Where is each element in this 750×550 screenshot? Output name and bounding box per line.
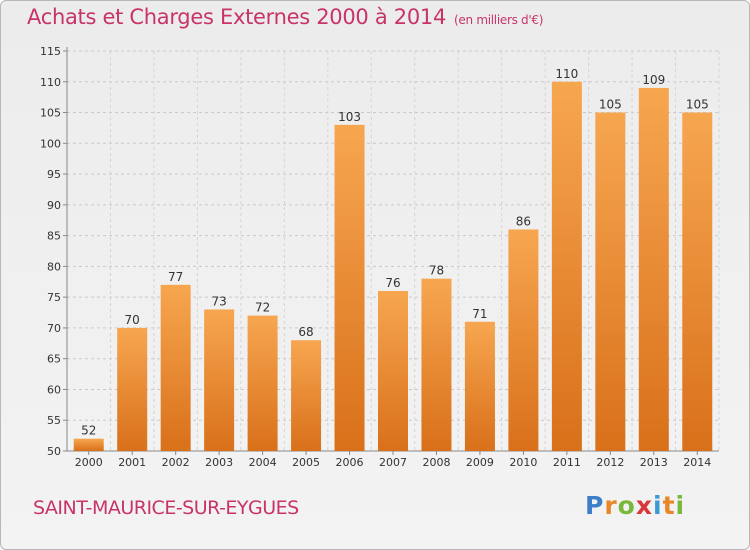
- x-tick-label: 2014: [683, 456, 711, 469]
- bar-value-label: 105: [599, 98, 622, 112]
- bar: [421, 278, 452, 451]
- bar: [73, 438, 104, 451]
- logo-letter: t: [662, 491, 676, 520]
- bar: [204, 309, 235, 451]
- y-tick-label: 100: [40, 137, 61, 150]
- logo-letter: o: [617, 491, 636, 520]
- x-tick-label: 2003: [205, 456, 233, 469]
- bar-value-label: 110: [555, 67, 578, 81]
- bar: [508, 229, 539, 451]
- bar: [247, 315, 278, 451]
- logo-letter: i: [653, 491, 663, 520]
- bar-value-label: 109: [642, 73, 665, 87]
- bar-value-label: 52: [81, 424, 96, 438]
- x-tick-label: 2001: [118, 456, 146, 469]
- y-tick-label: 85: [47, 230, 61, 243]
- bar: [595, 112, 626, 452]
- x-tick-label: 2009: [466, 456, 494, 469]
- logo-letter: P: [585, 491, 605, 520]
- y-tick-label: 60: [47, 383, 61, 396]
- bar: [160, 284, 191, 451]
- bar-value-label: 78: [429, 264, 444, 278]
- x-tick-label: 2010: [509, 456, 537, 469]
- bar-value-label: 103: [338, 110, 361, 124]
- y-tick-label: 110: [40, 76, 61, 89]
- bar-value-label: 73: [211, 294, 226, 308]
- bar-value-label: 86: [516, 214, 531, 228]
- bar: [638, 87, 669, 451]
- x-tick-label: 2002: [162, 456, 190, 469]
- x-tick-label: 2006: [336, 456, 364, 469]
- bar: [378, 291, 408, 451]
- label-layer: 52 70 77 73 72 68 103 76 78 71 86 110 105 109 105: [81, 67, 709, 438]
- commune-name: SAINT-MAURICE-SUR-EYGUES: [33, 497, 299, 519]
- chart-title: Achats et Charges Externes 2000 à 2014 (e…: [27, 5, 543, 29]
- y-tick-label: 115: [40, 45, 61, 58]
- x-tick-label: 2011: [553, 456, 581, 469]
- logo-letter: x: [635, 491, 653, 520]
- x-tick-label: 2013: [640, 456, 668, 469]
- bar-value-label: 68: [298, 325, 313, 339]
- bar-value-label: 72: [255, 301, 270, 315]
- y-tick-label: 65: [47, 353, 61, 366]
- logo-letter: i: [675, 491, 686, 520]
- bar: [464, 321, 495, 451]
- y-tick-label: 105: [40, 107, 61, 120]
- bar: [117, 327, 148, 451]
- y-tick-label: 50: [47, 445, 61, 458]
- x-tick-label: 2008: [422, 456, 450, 469]
- x-tick-label: 2007: [379, 456, 407, 469]
- y-tick-label: 75: [47, 291, 61, 304]
- bar-value-label: 105: [686, 98, 709, 112]
- bar-value-label: 77: [168, 270, 183, 284]
- y-tick-label: 70: [47, 322, 61, 335]
- chart-title-text: Achats et Charges Externes 2000 à 2014: [27, 5, 447, 29]
- x-tick-label: 2000: [75, 456, 103, 469]
- logo-letter: r: [604, 491, 618, 520]
- y-tick-label: 55: [47, 414, 61, 427]
- bar: [551, 81, 582, 452]
- y-tick-label: 80: [47, 260, 61, 273]
- bar-layer: [73, 81, 713, 452]
- bar-value-label: 71: [472, 307, 487, 321]
- y-tick-label: 90: [47, 199, 61, 212]
- bar-value-label: 76: [385, 276, 400, 290]
- bar: [334, 124, 365, 451]
- axis-layer: 50 55 60 65 70 75 80 85 90 95 100 105 110 115 2000 2001…: [40, 45, 719, 469]
- bar: [291, 340, 322, 451]
- y-tick-label: 95: [47, 168, 61, 181]
- bar: [682, 112, 713, 452]
- x-tick-label: 2012: [596, 456, 624, 469]
- x-tick-label: 2005: [292, 456, 320, 469]
- chart-unit: (en milliers d'€): [454, 13, 544, 27]
- x-tick-label: 2004: [249, 456, 277, 469]
- proxiti-logo: Proxiti: [585, 491, 685, 520]
- bar-value-label: 70: [125, 313, 140, 327]
